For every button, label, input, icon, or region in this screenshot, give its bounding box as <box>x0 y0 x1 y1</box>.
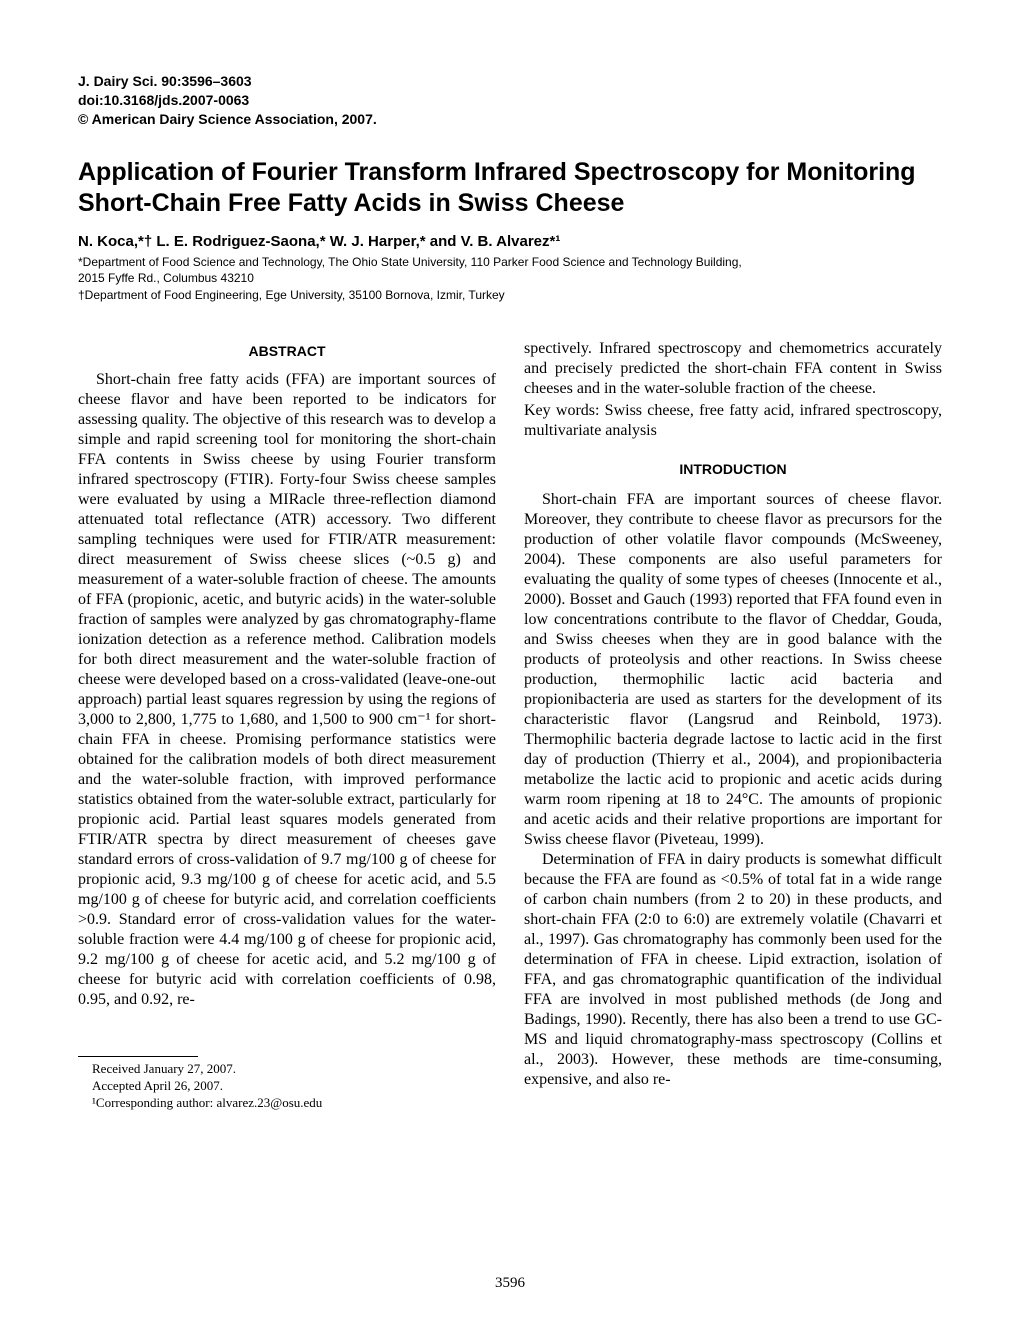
keywords-line: Key words: Swiss cheese, free fatty acid… <box>524 401 942 441</box>
abstract-paragraph: Short-chain free fatty acids (FFA) are i… <box>78 370 496 1010</box>
journal-info: J. Dairy Sci. 90:3596–3603 doi:10.3168/j… <box>78 72 942 129</box>
two-column-body: ABSTRACT Short-chain free fatty acids (F… <box>78 339 942 1112</box>
journal-copyright: © American Dairy Science Association, 20… <box>78 110 942 129</box>
journal-citation: J. Dairy Sci. 90:3596–3603 <box>78 72 942 91</box>
right-column: spectively. Infrared spectroscopy and ch… <box>524 339 942 1112</box>
introduction-heading: INTRODUCTION <box>524 461 942 479</box>
abstract-continued: spectively. Infrared spectroscopy and ch… <box>524 339 942 399</box>
page-number: 3596 <box>0 1275 1020 1292</box>
left-column: ABSTRACT Short-chain free fatty acids (F… <box>78 339 496 1112</box>
affiliation-line: 2015 Fyffe Rd., Columbus 43210 <box>78 270 942 286</box>
affiliations: *Department of Food Science and Technolo… <box>78 254 942 303</box>
introduction-paragraph-1: Short-chain FFA are important sources of… <box>524 490 942 850</box>
journal-doi: doi:10.3168/jds.2007-0063 <box>78 91 942 110</box>
affiliation-line: †Department of Food Engineering, Ege Uni… <box>78 287 942 303</box>
footnote-accepted: Accepted April 26, 2007. <box>78 1078 488 1095</box>
footnote-received: Received January 27, 2007. <box>78 1061 488 1078</box>
authors-line: N. Koca,*† L. E. Rodriguez-Saona,* W. J.… <box>78 233 942 250</box>
article-title: Application of Fourier Transform Infrare… <box>78 157 942 220</box>
footnote-corresponding: ¹Corresponding author: alvarez.23@osu.ed… <box>78 1095 488 1112</box>
introduction-paragraph-2: Determination of FFA in dairy products i… <box>524 850 942 1090</box>
abstract-heading: ABSTRACT <box>78 343 496 361</box>
affiliation-line: *Department of Food Science and Technolo… <box>78 254 942 270</box>
footnotes-block: Received January 27, 2007. Accepted Apri… <box>78 1057 488 1112</box>
